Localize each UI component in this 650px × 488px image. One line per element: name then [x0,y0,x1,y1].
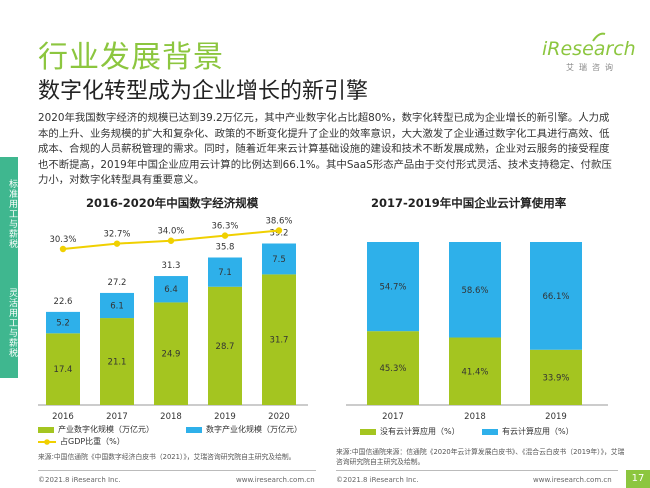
data-label: 28.7 [216,342,235,352]
x-tick-label: 2018 [160,412,182,422]
gdp-share-label: 38.6% [265,216,292,226]
iresearch-logo: iResearch 艾瑞咨询 [530,32,636,78]
data-label: 7.1 [218,268,232,278]
legend-item-gdp-share: 占GDP比重（%） [38,436,125,447]
source-note-right: 来源:中国信通院来源：信通院《2020年云计算发展白皮书》、《混合云白皮书（20… [336,448,625,466]
bar-digital-industrialization [208,257,242,287]
legend-swatch-blue [186,426,202,433]
footer-url-left[interactable]: www.iresearch.com.cn [236,476,315,484]
data-label: 6.1 [110,302,124,312]
data-label: 24.9 [162,350,181,360]
footer-url-right[interactable]: www.iresearch.com.cn [533,476,612,484]
data-label: 6.4 [164,285,178,295]
data-label: 58.6% [461,286,488,296]
data-label: 5.2 [56,319,70,329]
gdp-share-label: 32.7% [103,230,130,240]
gdp-share-point [221,232,229,239]
page-number: 17 [626,470,650,488]
x-tick-label: 2019 [214,412,236,422]
x-tick-label: 2019 [545,412,567,422]
gdp-share-label: 34.0% [157,227,184,237]
logo-wordmark: iResearch [542,38,636,60]
source-note-left: 来源:中国信通院《中国数字经济白皮书（2021）》，艾瑞咨询研究院自主研究及绘制… [38,453,296,461]
bar-industry-digitization [208,286,242,405]
bar-no-cloud [367,331,419,405]
total-label: 22.6 [54,297,73,307]
gdp-share-point [59,245,67,253]
total-label: 31.3 [162,261,181,271]
bar-industry-digitization [154,302,188,405]
legend-swatch-green [38,426,54,433]
legend-item-no-cloud: 没有云计算应用（%） [360,426,460,437]
bar-industry-digitization [262,274,296,405]
data-label: 31.7 [270,336,289,346]
footer-copyright-right: ©2021.8 iResearch Inc. [336,476,419,484]
legend-line-marker [38,438,56,445]
side-tab-flexible-payroll[interactable]: 灵活用工与薪税 [0,262,18,378]
logo-tagline: 艾瑞咨询 [566,63,618,72]
bar-digital-industrialization [100,292,134,319]
logo-swoosh-icon [592,32,606,42]
data-label: 66.1% [542,292,569,302]
total-label: 27.2 [108,278,127,288]
bar-with-cloud [367,242,419,332]
data-label: 21.1 [108,358,127,368]
legend-item-with-cloud: 有云计算应用（%） [482,426,574,437]
page-subtitle: 数字化转型成为企业增长的新引擎 [38,79,369,104]
x-tick-label: 2020 [268,412,290,422]
x-tick-label: 2016 [52,412,74,422]
legend-swatch-green [360,428,376,435]
data-label: 7.5 [272,255,286,265]
bar-digital-industrialization [46,311,80,334]
legend-item-industry-digitization: 产业数字化规模（万亿元） [38,424,154,435]
bar-with-cloud [530,242,582,350]
data-label: 45.3% [379,364,406,374]
data-label: 33.9% [542,373,569,383]
page-title: 行业发展背景 [38,40,224,75]
total-label: 35.8 [216,243,235,253]
data-label: 54.7% [379,283,406,293]
footer-divider-right [336,470,618,471]
gdp-share-point [275,227,283,234]
gdp-share-label: 30.3% [49,235,76,245]
bar-with-cloud [449,242,501,338]
bar-digital-industrialization [262,243,296,275]
bar-industry-digitization [100,318,134,405]
digital-economy-chart: 17.4 5.2 22.6 2016 21.1 6.1 27.2 2017 24.9 6.4 31.… [38,216,308,422]
data-label: 41.4% [461,367,488,377]
chart-title-digital-economy: 2016-2020年中国数字经济规模 [86,196,259,210]
legend-item-digital-industrialization: 数字产业化规模（万亿元） [186,424,302,435]
bar-no-cloud [530,349,582,405]
bar-industry-digitization [46,333,80,405]
x-tick-label: 2017 [106,412,128,422]
bar-digital-industrialization [154,276,188,303]
bar-no-cloud [449,337,501,405]
side-tab-standard-payroll[interactable]: 标准用工与薪税 [0,157,18,263]
gdp-share-point [167,237,175,244]
footer-copyright-left: ©2021.8 iResearch Inc. [38,476,121,484]
gdp-share-point [113,240,121,247]
x-tick-label: 2018 [464,412,486,422]
body-paragraph: 2020年我国数字经济的规模已达到39.2万亿元，其中产业数字化占比超80%，数… [38,112,612,187]
footer-divider-left [38,470,316,471]
cloud-usage-chart: 45.3% 54.7% 2017 41.4% 58.6% 2018 33.9% 66.1% 20… [346,242,608,422]
x-tick-label: 2017 [382,412,404,422]
gdp-share-label: 36.3% [211,222,238,232]
legend-swatch-blue [482,428,498,435]
data-label: 17.4 [54,365,73,375]
chart-title-cloud-usage: 2017-2019年中国企业云计算使用率 [371,196,567,210]
